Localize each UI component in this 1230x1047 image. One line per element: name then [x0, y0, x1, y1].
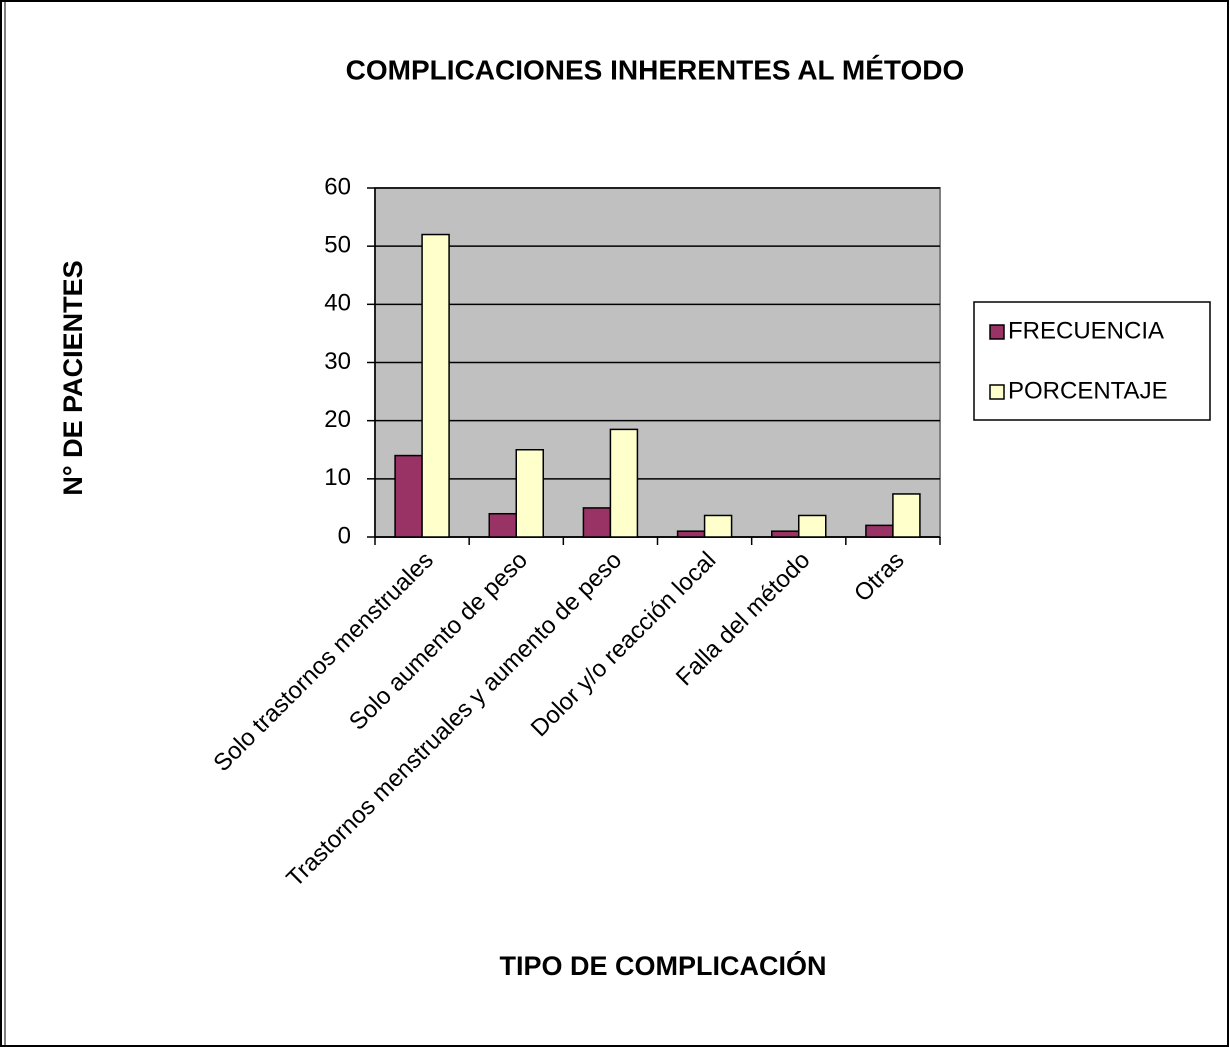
bar — [865, 524, 894, 538]
y-tick-label: 30 — [324, 348, 351, 375]
chart-title: COMPLICACIONES INHERENTES AL MÉTODO — [346, 54, 965, 85]
bar — [676, 530, 706, 538]
bar — [421, 233, 450, 538]
legend-label: FRECUENCIA — [1008, 317, 1164, 344]
y-tick-label: 50 — [324, 232, 351, 259]
bar — [892, 493, 921, 538]
legend-label: PORCENTAJE — [1008, 377, 1168, 404]
bar — [488, 512, 517, 538]
y-tick-label: 0 — [338, 522, 351, 549]
y-tick-label: 20 — [324, 406, 351, 433]
bar — [582, 507, 612, 538]
y-tick-label: 60 — [324, 173, 351, 200]
bar — [771, 530, 800, 538]
bar — [798, 514, 827, 538]
legend-swatch — [989, 384, 1005, 400]
y-tick-label: 40 — [324, 290, 351, 317]
bar — [609, 428, 639, 538]
legend-swatch — [989, 324, 1005, 340]
y-axis-title: N° DE PACIENTES — [58, 260, 88, 495]
bar — [515, 449, 544, 538]
legend-box — [973, 301, 1211, 421]
x-axis-title: TIPO DE COMPLICACIÓN — [499, 950, 826, 981]
y-tick-label: 10 — [324, 464, 351, 491]
bar — [703, 514, 733, 538]
bar — [394, 454, 423, 538]
